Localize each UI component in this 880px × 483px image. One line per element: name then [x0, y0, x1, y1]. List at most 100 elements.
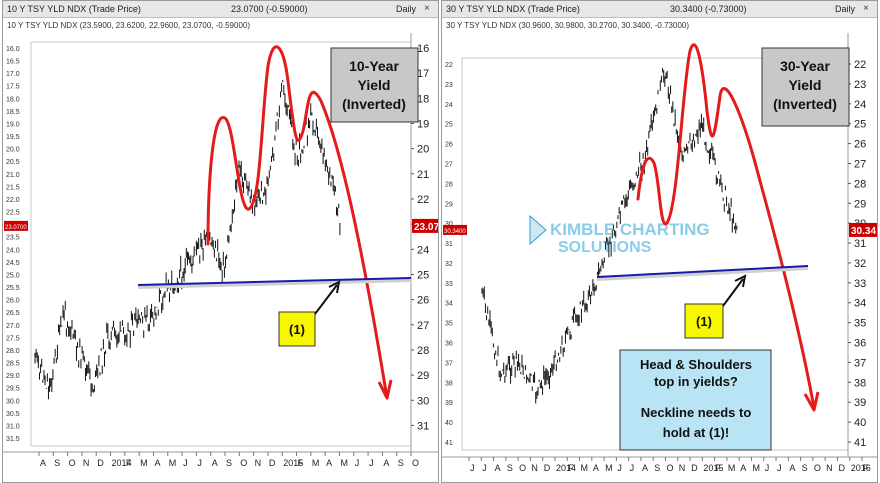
right-axis-tick-label: 28 [417, 345, 429, 357]
chart-title-bar[interactable]: 30 Y TSY YLD NDX (Trade Price) 30.3400 (… [442, 1, 877, 18]
close-icon[interactable]: × [863, 3, 869, 14]
time-axis-label: J [369, 458, 374, 468]
chart-price-readout: 23.0700 (-0.59000) [231, 4, 308, 14]
note-box [761, 47, 850, 127]
left-axis-tick-label: 41 [445, 440, 453, 447]
left-axis-tick-label: 27 [445, 161, 453, 168]
watermark-text: SOLUTIONS [558, 239, 652, 256]
neckline [137, 277, 412, 286]
left-axis-tick-label: 24 [445, 102, 453, 109]
right-axis-tick-label: 22 [417, 194, 429, 206]
right-axis-tick-label: 34 [854, 298, 866, 310]
chart-plot-30-year[interactable]: 22 23 24 25 26 27 28 29 30 31 32 33 34 35 36 37 38 39 40 41… [442, 1, 877, 482]
left-axis-tick-label: 27.5 [6, 335, 20, 342]
marker-arrow [314, 284, 338, 315]
left-axis-tick-label: 29 [445, 201, 453, 208]
time-axis-label: S [398, 458, 404, 468]
left-axis-tick-label: 27.0 [6, 323, 20, 330]
time-axis-label: O [240, 458, 247, 468]
time-axis-label: J [617, 463, 622, 473]
time-axis-label: S [654, 463, 660, 473]
time-axis-label: O [519, 463, 526, 473]
note-line: Yield [358, 77, 391, 93]
time-axis-label: F [716, 463, 722, 473]
marker-box [278, 311, 316, 347]
chart-price-readout: 30.3400 (-0.73000) [670, 4, 747, 14]
right-axis-tick-label: 33 [854, 278, 866, 290]
right-axis-tick-label: 18 [417, 93, 429, 105]
right-axis-tick-label: 39 [854, 397, 866, 409]
left-axis-tick-label: 34 [445, 301, 453, 308]
left-axis-tick-label: 21.5 [6, 184, 20, 191]
callout-line: Neckline needs to [641, 405, 752, 420]
time-axis-label: S [226, 458, 232, 468]
note-line: 30-Year [780, 58, 830, 74]
left-axis-tick-label: 39 [445, 400, 453, 407]
time-axis-label: J [197, 458, 202, 468]
time-axis-label: S [54, 458, 60, 468]
neckline-shadow [596, 266, 809, 281]
left-axis-tick-label: 18.5 [6, 109, 20, 116]
left-axis-tick-label: 23.5 [6, 235, 20, 242]
chart-plot-10-year[interactable]: 16.0 16.5 17.0 17.5 18.0 18.5 19.0 19.5 20.0 20.5… [3, 1, 438, 482]
time-axis-label: J [482, 463, 487, 473]
neckline-shadow [137, 278, 412, 289]
chart-title-bar[interactable]: 10 Y TSY YLD NDX (Trade Price) 23.0700 (… [3, 1, 438, 18]
time-axis-label: O [69, 458, 76, 468]
right-axis-tick-label: 41 [854, 437, 866, 449]
marker-arrowhead [328, 280, 341, 294]
left-axis-tick-label: 17.5 [6, 84, 20, 91]
chart-frequency[interactable]: Daily [395, 4, 416, 14]
marker-arrow [722, 278, 744, 307]
left-axis-tick-label: 38 [445, 380, 453, 387]
time-axis-label: M [169, 458, 177, 468]
right-axis-tick-label: 40 [854, 417, 866, 429]
last-price-tag-right [849, 222, 877, 237]
head-shoulders-curve [636, 43, 816, 410]
close-icon[interactable]: × [424, 3, 430, 14]
last-price-tag-right [412, 218, 438, 233]
left-axis-tick-label: 22 [445, 62, 453, 69]
left-axis-tick-label: 19.5 [6, 134, 20, 141]
chart-frequency[interactable]: Daily [834, 4, 855, 14]
time-axis-label: A [154, 458, 160, 468]
right-axis-tick-label: 21 [417, 169, 429, 181]
time-axis-label: N [826, 463, 833, 473]
left-axis-tick-label: 28.5 [6, 361, 20, 368]
left-axis-tick-label: 29.5 [6, 386, 20, 393]
time-axis-label: D [691, 463, 698, 473]
note-line: Yield [789, 77, 822, 93]
left-axis-tick-label: 25 [445, 122, 453, 129]
time-axis-label: O [412, 458, 419, 468]
time-axis-label: D [838, 463, 845, 473]
time-axis-label: 2015 [703, 463, 723, 473]
left-axis-tick-label: 31.5 [6, 436, 20, 443]
left-axis-tick-label: 21.0 [6, 172, 20, 179]
marker-label: (1) [289, 322, 305, 337]
right-axis-tick-label: 27 [417, 320, 429, 332]
chart-panel-30-year[interactable]: 30 Y TSY YLD NDX (Trade Price) 30.3400 (… [441, 0, 878, 483]
chart-ohlc-readout: 10 Y TSY YLD NDX (23.5900, 23.6200, 22.9… [7, 21, 250, 30]
left-axis-tick-label: 18.0 [6, 96, 20, 103]
time-axis-label: M [312, 458, 320, 468]
left-axis-tick-label: 24.0 [6, 247, 20, 254]
left-axis-tick-label: 29.0 [6, 373, 20, 380]
callout-line: top in yields? [654, 374, 738, 389]
right-axis-tick-label: 17 [417, 68, 429, 80]
right-axis-tick-label: 19 [417, 118, 429, 130]
time-axis-label: 2016 [851, 463, 871, 473]
time-axis-label: O [814, 463, 821, 473]
time-axis-label: J [630, 463, 635, 473]
time-axis-label: F [298, 458, 304, 468]
time-axis-label: D [269, 458, 276, 468]
callout-box [619, 349, 772, 451]
right-axis-tick-label: 36 [854, 338, 866, 350]
left-axis-tick-label: 32 [445, 261, 453, 268]
left-axis-tick-label: 33 [445, 281, 453, 288]
time-axis-label: A [740, 463, 746, 473]
right-axis-tick-label: 30 [417, 395, 429, 407]
time-axis-label: A [212, 458, 218, 468]
chart-panel-10-year[interactable]: 10 Y TSY YLD NDX (Trade Price) 23.0700 (… [2, 0, 439, 483]
time-axis-label: M [728, 463, 736, 473]
right-axis-tick-label: 29 [417, 370, 429, 382]
